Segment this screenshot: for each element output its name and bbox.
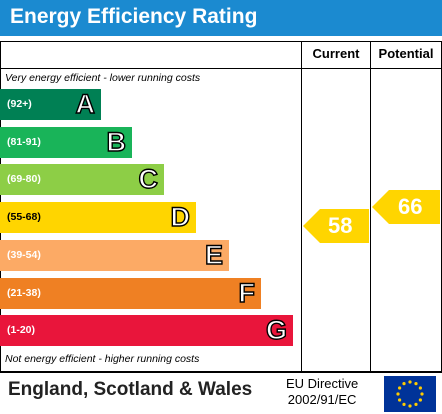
eu-directive-line2: 2002/91/EC <box>287 392 357 407</box>
band-letter: C <box>138 163 159 194</box>
eu-star <box>396 392 400 396</box>
band-letter: E <box>204 239 223 270</box>
band-d: (55-68) D <box>0 201 196 233</box>
eu-star <box>414 402 418 406</box>
band-range-label: (21-38) <box>7 287 41 299</box>
band-range-label: (69-80) <box>7 173 41 185</box>
band-g: (1-20) G <box>0 314 293 346</box>
eu-star <box>408 404 412 408</box>
band-b: (81-91) B <box>0 126 132 158</box>
band-e: (39-54) E <box>0 239 229 271</box>
eu-directive-line1: EU Directive <box>286 376 359 391</box>
eu-star <box>398 398 402 402</box>
eu-star <box>418 386 422 390</box>
band-f: (21-38) F <box>0 277 261 309</box>
note-bottom: Not energy efficient - higher running co… <box>5 353 200 365</box>
eu-star <box>414 382 418 386</box>
eu-star <box>402 382 406 386</box>
band-range-label: (81-91) <box>7 136 41 148</box>
potential-rating-value-box: 66 <box>390 190 438 224</box>
band-range-label: (92+) <box>7 98 32 110</box>
current-rating-value-box: 58 <box>320 209 368 243</box>
band-range-label: (39-54) <box>7 249 41 261</box>
band-letter: B <box>106 126 127 157</box>
chart-title: Energy Efficiency Rating <box>10 5 258 28</box>
band-c: (69-80) C <box>0 163 164 195</box>
current-rating-value: 58 <box>328 213 353 238</box>
eu-directive: EU Directive 2002/91/EC <box>286 376 358 408</box>
eu-star <box>402 402 406 406</box>
potential-rating-arrow <box>372 190 440 224</box>
current-rating-arrow <box>303 209 369 243</box>
column-potential: Potential <box>378 46 434 61</box>
eu-star <box>418 398 422 402</box>
eu-star <box>398 386 402 390</box>
band-range-label: (1-20) <box>7 324 36 336</box>
column-current: Current <box>312 46 360 61</box>
band-letter: A <box>75 88 96 119</box>
divider-potential <box>370 41 371 372</box>
eu-star <box>408 380 412 384</box>
eu-flag-icon <box>384 376 436 412</box>
title-bar: Energy Efficiency Rating <box>0 0 442 36</box>
band-range-label: (55-68) <box>7 211 41 223</box>
band-letter: G <box>265 314 287 345</box>
band-a: (92+) A <box>0 88 101 120</box>
band-letter: F <box>238 277 256 308</box>
header-divider <box>0 68 442 69</box>
note-top: Very energy efficient - lower running co… <box>5 72 201 84</box>
eu-star <box>420 392 424 396</box>
region-label: England, Scotland & Wales <box>8 379 253 400</box>
divider-current <box>301 41 302 372</box>
footer-divider <box>0 371 442 372</box>
potential-rating-value: 66 <box>398 194 423 219</box>
band-letter: D <box>170 201 191 232</box>
